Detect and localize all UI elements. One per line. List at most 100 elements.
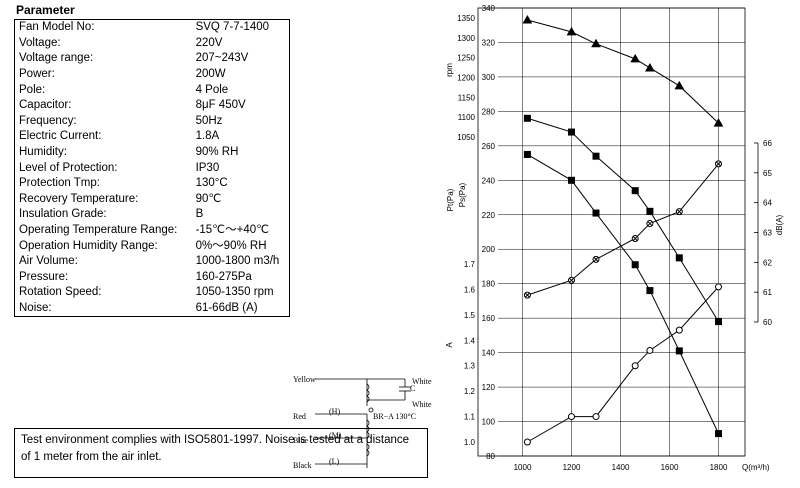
- y-tick-label: 240: [482, 176, 496, 185]
- y-tick-label: 100: [482, 418, 496, 427]
- parameter-row: Power: 200W: [15, 67, 290, 83]
- marker: [646, 220, 654, 228]
- marker: [568, 276, 575, 284]
- parameter-value: 0%～90% RH: [195, 239, 267, 252]
- marker: [675, 254, 683, 262]
- parameter-label: Fan Model No:: [19, 21, 95, 34]
- y-tick-label: 1150: [458, 93, 476, 102]
- series-axis-title: rpm: [445, 63, 454, 77]
- marker: [523, 150, 531, 158]
- y-tick-label: 140: [482, 349, 496, 358]
- parameter-value: 160-275Pa: [195, 270, 252, 283]
- marker: [568, 413, 575, 421]
- marker: [592, 413, 600, 421]
- test-note: Test environment complies with ISO5801-1…: [14, 428, 428, 478]
- y-tick-label: 66: [763, 139, 772, 148]
- series-line: [527, 117, 719, 322]
- y-tick-label: 61: [763, 288, 772, 297]
- y-tick-label: 80: [486, 452, 495, 461]
- marker: [523, 438, 531, 446]
- parameter-value: 1.8A: [195, 130, 220, 143]
- parameter-label: Protection Tmp:: [19, 177, 100, 190]
- marker: [522, 14, 533, 24]
- y-tick-label: 63: [763, 229, 772, 238]
- parameter-row: Electric Current: 1.8A: [15, 129, 290, 145]
- marker-part: [569, 277, 574, 283]
- marker: [568, 176, 575, 184]
- marker: [631, 234, 639, 242]
- marker: [592, 255, 600, 263]
- y-tick-label: 1.5: [464, 311, 476, 320]
- parameter-value: SVQ 7-7-1400: [195, 21, 270, 34]
- parameter-label: Electric Current:: [19, 130, 102, 143]
- parameter-row: Capacitor: 8μF 450V: [15, 98, 290, 114]
- parameter-label: Air Volume:: [19, 255, 78, 268]
- y-tick-label: 1.0: [464, 438, 476, 447]
- parameter-row: Noise: 61-66dB (A): [15, 301, 290, 317]
- marker: [713, 118, 724, 127]
- performance-chart: 80 100 120 140 160 180 200 220 240 260 280 300 320 34…: [445, 4, 784, 472]
- marker: [631, 362, 639, 370]
- y-tick-label: 180: [482, 280, 496, 289]
- parameter-value: 90% RH: [195, 146, 239, 159]
- parameter-label: Frequency:: [19, 114, 77, 127]
- parameter-row: Level of Protection: IP30: [15, 160, 290, 176]
- parameter-value: 220V: [195, 36, 223, 49]
- y-tick-label: 1.6: [464, 285, 476, 294]
- parameter-value: 1050-1350 rpm: [195, 286, 274, 299]
- parameter-label: Recovery Temperature:: [19, 192, 139, 205]
- wire-label: (H): [329, 407, 340, 416]
- parameter-row: Recovery Temperature: 90℃: [15, 192, 290, 208]
- x-tick-label: 1600: [661, 463, 679, 472]
- parameter-row: Operating Temperature Range: -15℃～+40℃: [15, 223, 290, 239]
- marker-part: [716, 161, 721, 167]
- parameter-row: Voltage: 220V: [15, 36, 290, 52]
- marker: [646, 346, 654, 354]
- y-tick-label: 280: [482, 107, 496, 116]
- parameter-row: Humidity: 90% RH: [15, 145, 290, 161]
- parameter-label: Capacitor:: [19, 99, 72, 112]
- parameter-value: 50Hz: [195, 114, 223, 127]
- parameter-row: Protection Tmp: 130°C: [15, 176, 290, 192]
- marker-part: [676, 209, 682, 214]
- parameter-label: Insulation Grade:: [19, 208, 107, 221]
- parameter-label: Noise:: [19, 301, 52, 314]
- y-tick-label: 200: [482, 245, 496, 254]
- marker: [645, 62, 655, 72]
- y-tick-label: 1.4: [464, 336, 476, 345]
- parameter-table: Fan Model No: SVQ 7-7-1400 Voltage: 220V Vol…: [14, 19, 290, 318]
- wire-label: (M): [329, 431, 342, 440]
- parameter-row: Frequency: 50Hz: [15, 114, 290, 130]
- parameter-label: Voltage range:: [19, 52, 94, 65]
- y-tick-label: 300: [482, 73, 496, 82]
- parameter-value: 61-66dB (A): [195, 301, 258, 314]
- marker: [523, 291, 531, 299]
- parameter-row: Rotation Speed: 1050-1350 rpm: [15, 285, 290, 301]
- wire-label: White: [412, 400, 432, 409]
- marker: [715, 430, 722, 438]
- y-tick-label: 1.1: [464, 413, 476, 422]
- parameter-row: Pressure: 160-275Pa: [15, 270, 290, 286]
- wire-label: White: [412, 377, 432, 386]
- y-tick-label: 1300: [457, 34, 475, 43]
- series-axis-title: Pt(Pa): [446, 188, 455, 211]
- wire-label: C: [410, 384, 415, 393]
- plot-frame: [477, 7, 746, 457]
- parameter-label: Operating Temperature Range:: [19, 224, 178, 237]
- parameter-label: Voltage:: [19, 36, 61, 49]
- wire-label: Black: [293, 461, 312, 470]
- parameter-row: Pole: 4 Pole: [15, 82, 290, 98]
- x-tick-label: 1200: [563, 463, 581, 472]
- y-tick-label: 1050: [457, 133, 475, 142]
- parameter-value: 90℃: [195, 192, 222, 205]
- x-tick-label: 1800: [710, 463, 728, 472]
- y-tick-label: 220: [482, 211, 496, 220]
- marker: [715, 318, 722, 326]
- series-line: [527, 286, 719, 443]
- parameter-value: 207~243V: [195, 52, 249, 65]
- y-tick-label: 1350: [457, 14, 475, 23]
- parameter-value: 1000-1800 m3/h: [195, 255, 280, 268]
- wire-label: (L): [329, 457, 340, 466]
- wire-label: Blue: [293, 436, 309, 445]
- parameter-label: Power:: [19, 68, 55, 81]
